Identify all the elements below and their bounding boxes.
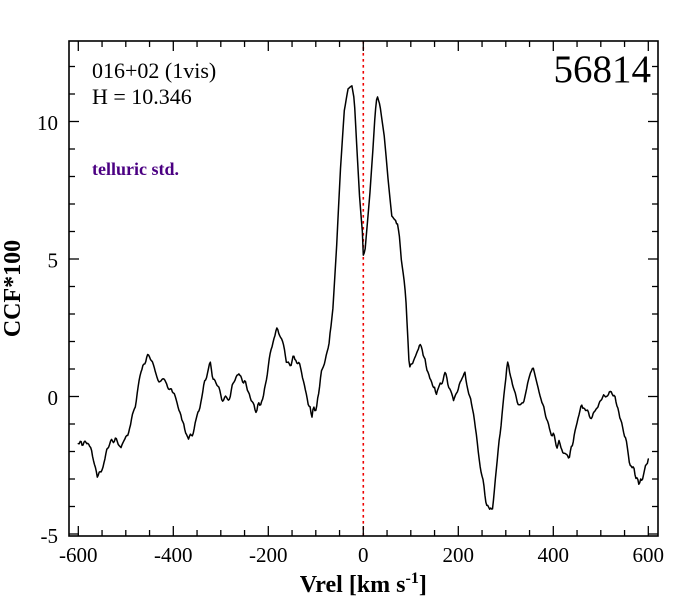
svg-text:5: 5 <box>48 249 59 273</box>
svg-text:10: 10 <box>37 111 58 135</box>
svg-text:200: 200 <box>443 543 475 567</box>
svg-text:H = 10.346: H = 10.346 <box>92 84 192 109</box>
svg-text:0: 0 <box>358 543 369 567</box>
svg-text:CCF*100: CCF*100 <box>0 240 26 337</box>
svg-text:-600: -600 <box>59 543 98 567</box>
svg-text:600: 600 <box>633 543 665 567</box>
svg-text:-5: -5 <box>41 524 59 548</box>
svg-text:400: 400 <box>538 543 570 567</box>
svg-text:-200: -200 <box>249 543 288 567</box>
svg-text:016+02 (1vis): 016+02 (1vis) <box>92 58 216 83</box>
svg-text:56814: 56814 <box>554 48 652 91</box>
svg-text:telluric std.: telluric std. <box>92 159 179 179</box>
svg-text:-400: -400 <box>154 543 193 567</box>
svg-text:0: 0 <box>48 386 59 410</box>
